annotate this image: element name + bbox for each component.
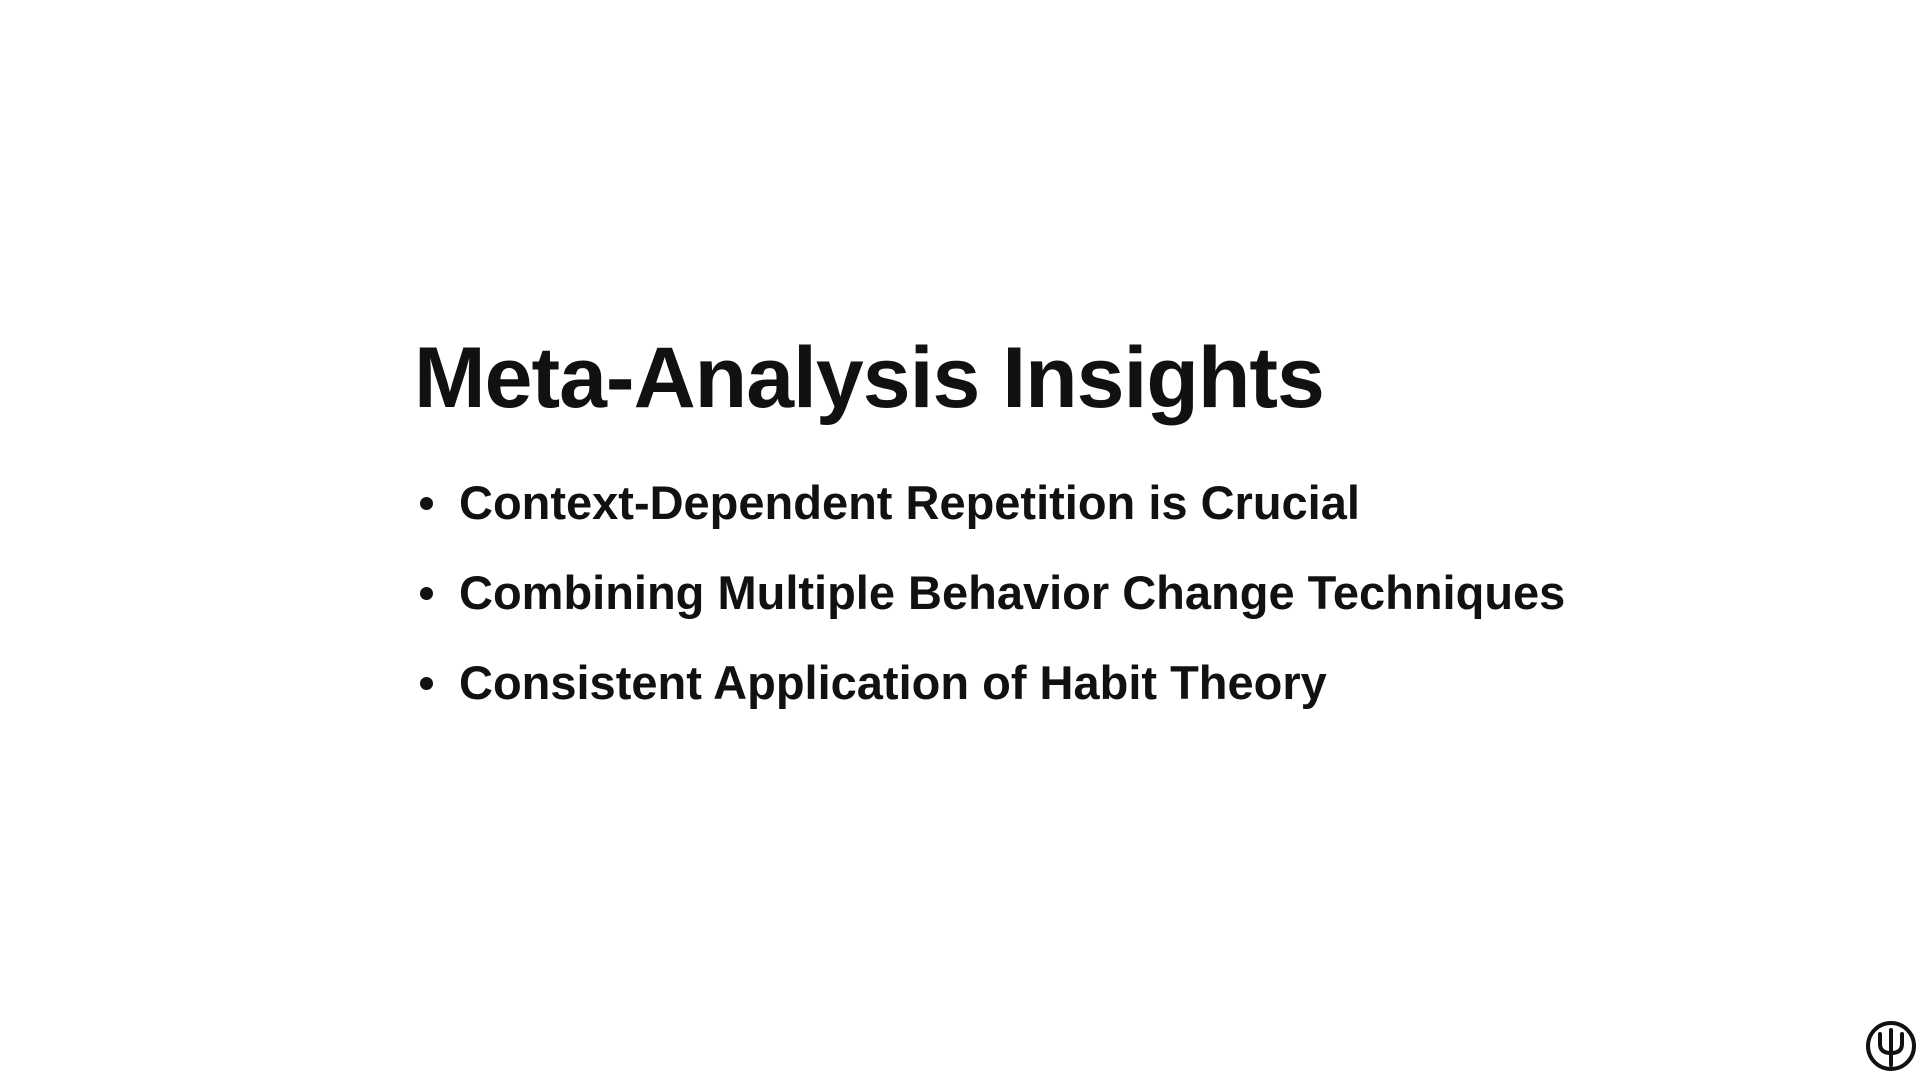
bullet-dot-icon — [420, 497, 433, 510]
bullet-list: Context-Dependent Repetition is Crucial … — [414, 458, 1714, 728]
slide-content: Meta-Analysis Insights Context-Dependent… — [414, 318, 1714, 728]
bullet-text: Consistent Application of Habit Theory — [459, 656, 1327, 709]
psi-circle-icon — [1866, 1021, 1916, 1071]
bullet-dot-icon — [420, 587, 433, 600]
bullet-dot-icon — [420, 677, 433, 690]
bullet-item: Consistent Application of Habit Theory — [414, 638, 1714, 728]
slide-title: Meta-Analysis Insights — [414, 330, 1325, 426]
bullet-item: Context-Dependent Repetition is Crucial — [414, 458, 1714, 548]
bullet-text: Combining Multiple Behavior Change Techn… — [459, 566, 1566, 619]
bullet-item: Combining Multiple Behavior Change Techn… — [414, 548, 1714, 638]
bullet-text: Context-Dependent Repetition is Crucial — [459, 476, 1360, 529]
